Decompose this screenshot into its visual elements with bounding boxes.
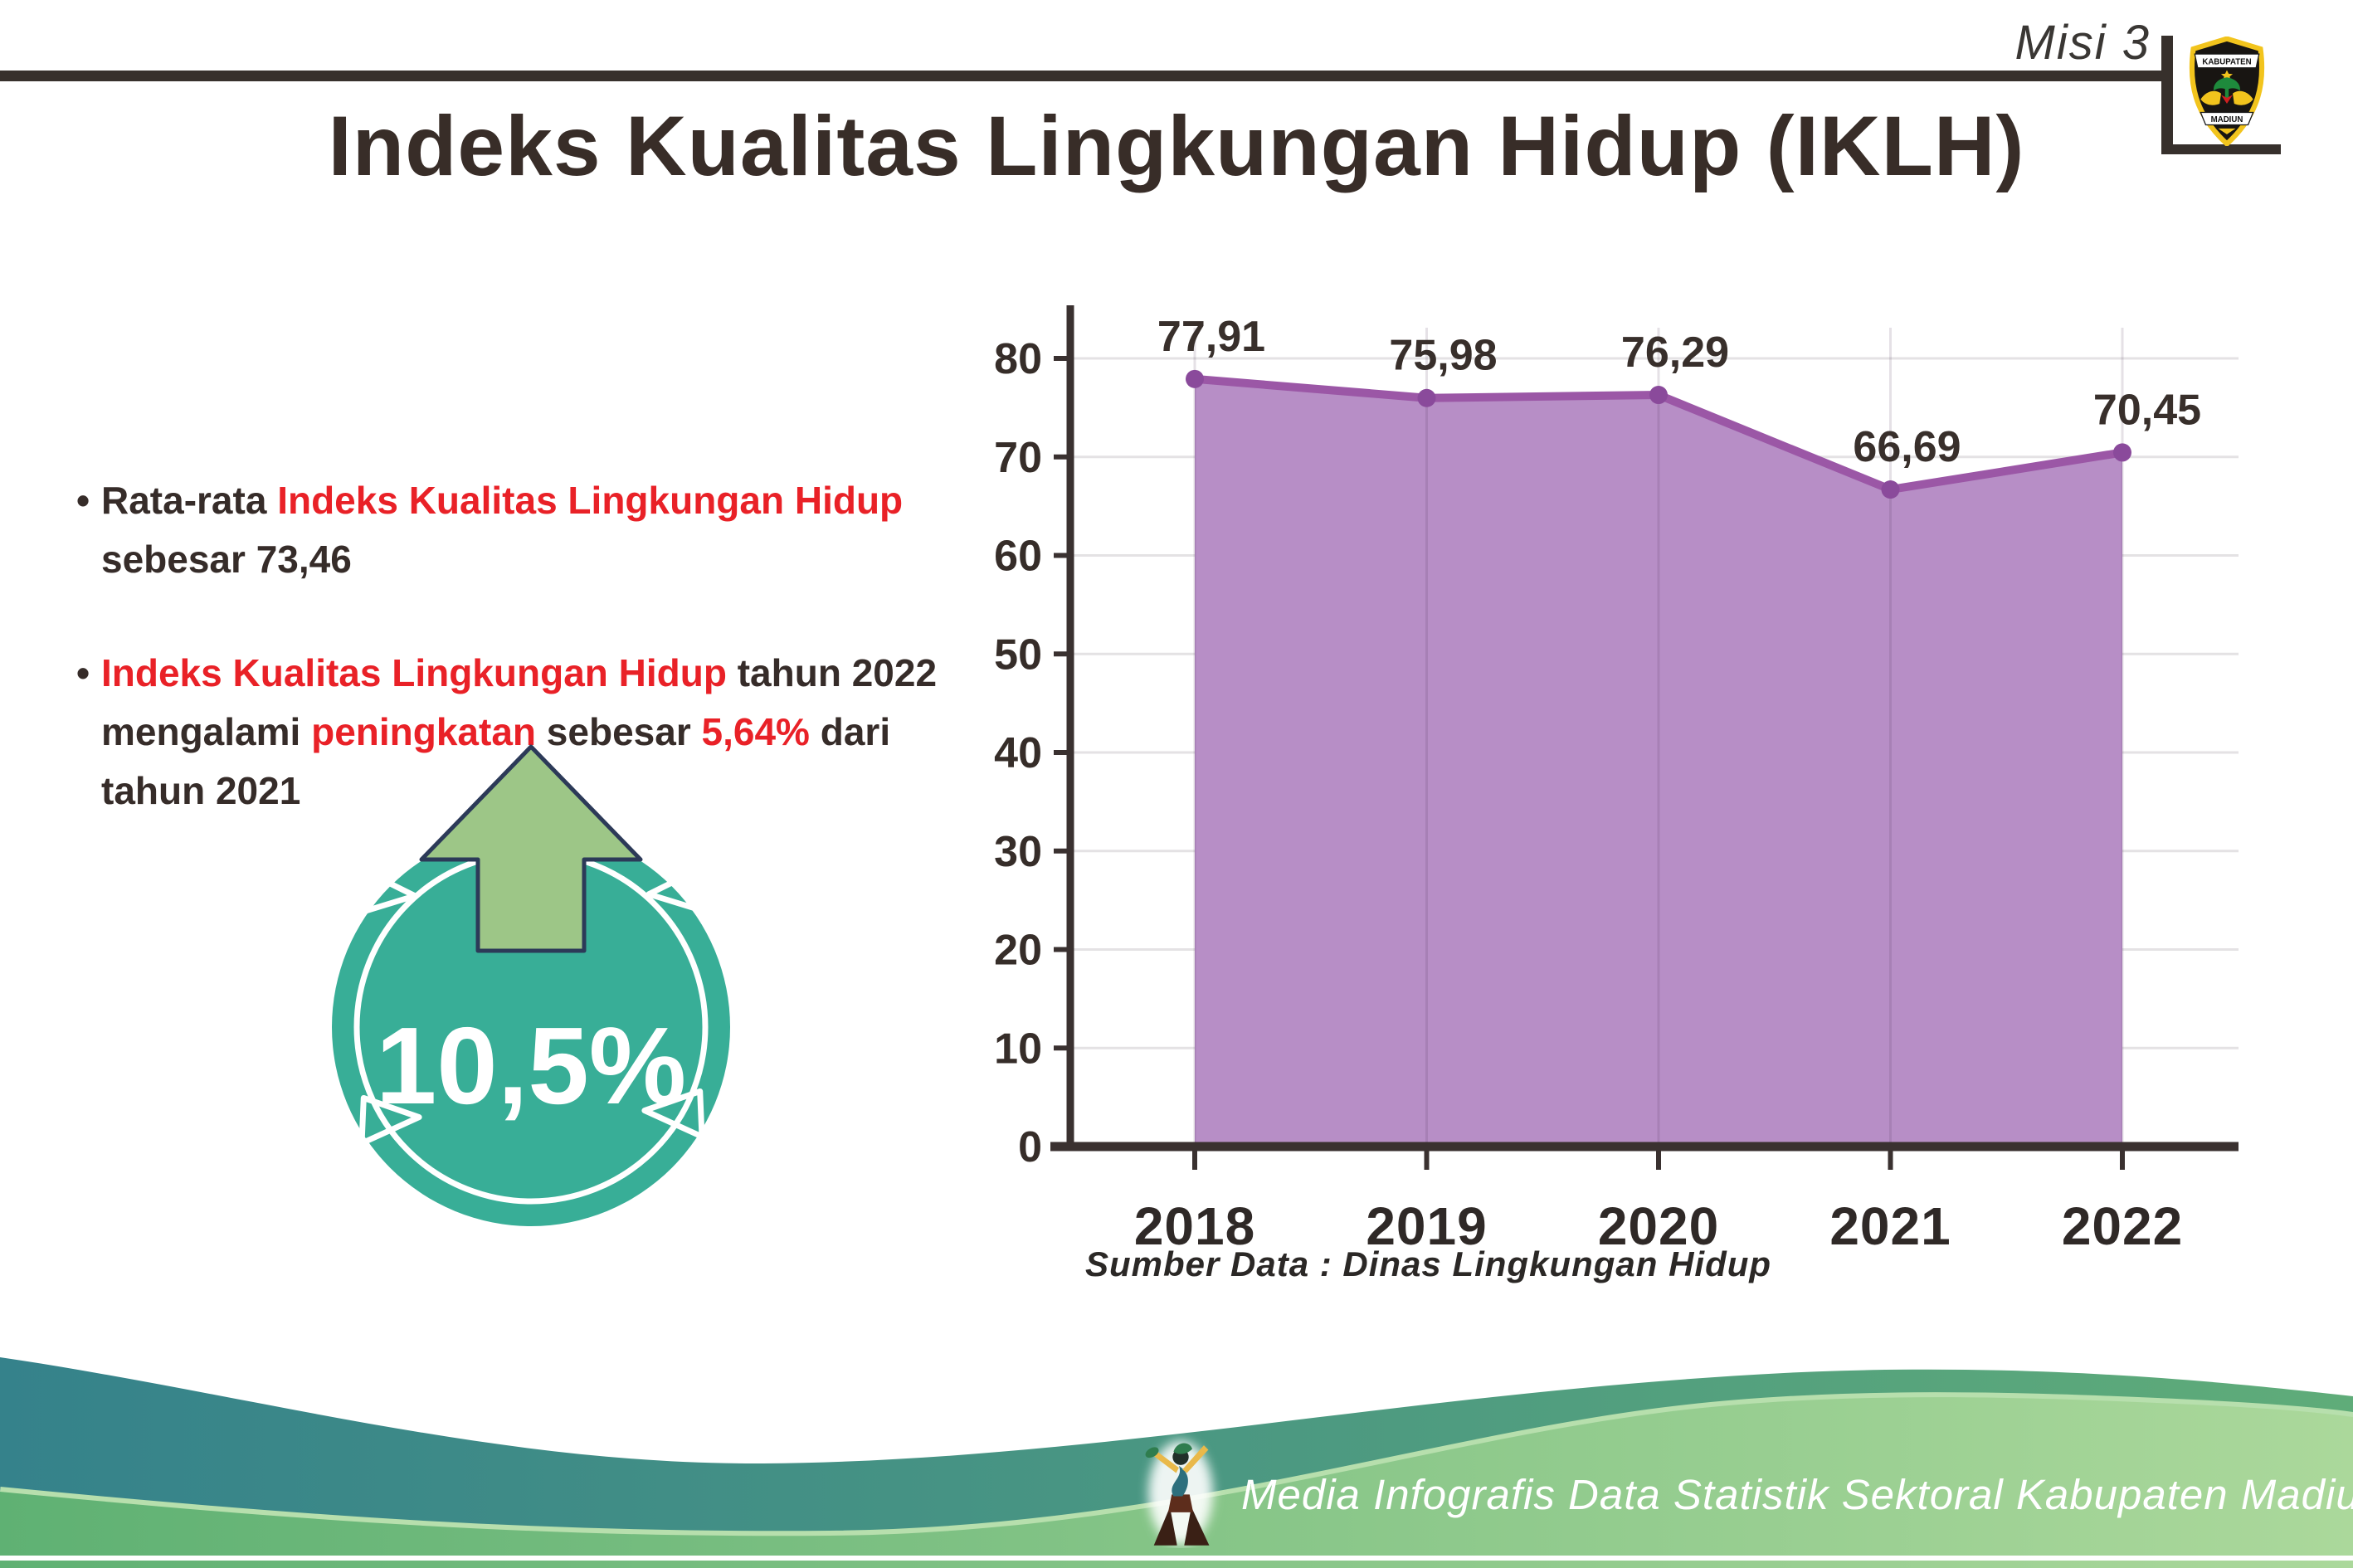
spark-triangle-icon	[645, 863, 709, 915]
badge-spark-triangles	[355, 863, 709, 1147]
x-tick-label: 2020	[1598, 1196, 1719, 1256]
mascot-leaf	[1145, 1447, 1159, 1458]
logo-bracket-horizontal	[2161, 144, 2281, 154]
y-tick-label: 40	[994, 729, 1042, 777]
bullet2-highlight2: peningkatan	[311, 710, 537, 753]
logo-star-icon	[2220, 70, 2234, 80]
logo-tree-trunk	[2224, 87, 2229, 100]
footer-wave-light	[0, 1397, 2353, 1568]
bullet-dot: •	[76, 651, 90, 694]
bullet2-text-dark1: tahun 2022 mengalami	[101, 651, 938, 753]
footer-credit: Media Infografis Data Statistik Sektoral…	[1241, 1471, 2353, 1518]
data-label: 66,69	[1853, 423, 1961, 471]
logo-bottom-banner	[2200, 111, 2254, 126]
footer-divider-line	[0, 1556, 2353, 1561]
y-tick-label: 60	[994, 533, 1042, 581]
page-title: Indeks Kualitas Lingkungan Hidup (IKLH)	[328, 99, 2025, 193]
y-tick-label: 30	[994, 828, 1042, 876]
misi-label: Misi 3	[2014, 16, 2151, 70]
x-tick-label: 2019	[1366, 1196, 1487, 1256]
badge-percent-value: 10,5%	[376, 1005, 686, 1127]
data-label: 77,91	[1157, 313, 1265, 361]
x-tick-label: 2022	[2062, 1196, 2183, 1256]
bullet2-text-dark3: dari tahun 2021	[101, 710, 891, 812]
logo-ornament	[2218, 128, 2236, 134]
area-fill	[1195, 378, 2122, 1147]
mascot-hips	[1167, 1494, 1194, 1512]
logo-tree-icon	[2214, 77, 2240, 91]
mascot-hat-leaf	[1173, 1443, 1192, 1454]
footer-bottom-strip	[0, 1561, 2353, 1568]
bullet-increase-2022: • Indeks Kualitas Lingkungan Hidup tahun …	[76, 644, 997, 821]
data-label: 75,98	[1389, 332, 1497, 380]
x-tick-label: 2018	[1134, 1196, 1255, 1256]
mascot-left-arm	[1153, 1451, 1179, 1473]
logo-left-wing-icon	[2200, 90, 2221, 105]
logo-bottom-label: MADIUN	[2211, 115, 2243, 124]
bullet1-highlight: Indeks Kualitas Lingkungan Hidup	[277, 479, 904, 522]
mascot-left-leg	[1153, 1507, 1177, 1546]
mascot-right-leg	[1184, 1507, 1210, 1546]
x-tick-label: 2021	[1829, 1196, 1951, 1256]
y-tick-label: 0	[1018, 1123, 1042, 1171]
bullet-dot: •	[76, 479, 90, 522]
y-tick-label: 70	[994, 434, 1042, 482]
logo-right-wing-icon	[2233, 90, 2253, 105]
up-arrow-icon	[419, 744, 643, 953]
y-tick-label: 20	[994, 927, 1042, 975]
data-label: 70,45	[2093, 386, 2201, 434]
bullet2-highlight3: 5,64%	[701, 710, 810, 753]
data-point	[1186, 369, 1204, 388]
data-point	[2113, 443, 2131, 462]
y-tick-label: 80	[994, 335, 1042, 383]
logo-ribbon	[2220, 95, 2234, 104]
y-tick-label: 50	[994, 631, 1042, 679]
kabupaten-madiun-logo-icon: KABUPATEN MADIUN	[2189, 37, 2265, 146]
data-point	[1881, 480, 1900, 499]
chart-source-note: Sumber Data : Dinas Lingkungan Hidup	[1085, 1244, 1772, 1283]
data-label: 76,29	[1621, 329, 1729, 377]
data-point	[1417, 388, 1436, 407]
logo-bracket-vertical	[2161, 36, 2173, 153]
mascot-torso	[1172, 1465, 1188, 1497]
logo-top-banner	[2194, 53, 2260, 69]
bullet1-text-dark2: sebesar 73,46	[101, 538, 352, 581]
data-point	[1649, 386, 1668, 405]
spark-triangle-icon	[358, 1094, 422, 1147]
y-tick-label: 10	[994, 1025, 1042, 1073]
bullet2-highlight1: Indeks Kualitas Lingkungan Hidup	[101, 651, 727, 694]
header-rule	[0, 71, 2161, 81]
iklh-area-chart: 77,91 75,98 76,29 66,69 70,45 0 10 20 30 40 50 60 70…	[994, 305, 2239, 1256]
mascot-icon	[1145, 1440, 1213, 1546]
bullet2-text-dark2: sebesar	[536, 710, 702, 753]
spark-triangle-icon	[355, 864, 418, 917]
bullet1-text-dark: Rata-rata	[101, 479, 278, 522]
mascot-right-arm	[1182, 1445, 1209, 1473]
key-findings: • Rata-rata Indeks Kualitas Lingkungan Hi…	[76, 471, 997, 875]
spark-triangle-icon	[641, 1088, 705, 1140]
bullet-average-iklh: • Rata-rata Indeks Kualitas Lingkungan Hi…	[76, 471, 997, 589]
badge-circle	[332, 828, 730, 1226]
increase-badge: 10,5%	[332, 744, 730, 1226]
logo-top-label: KABUPATEN	[2202, 57, 2251, 66]
